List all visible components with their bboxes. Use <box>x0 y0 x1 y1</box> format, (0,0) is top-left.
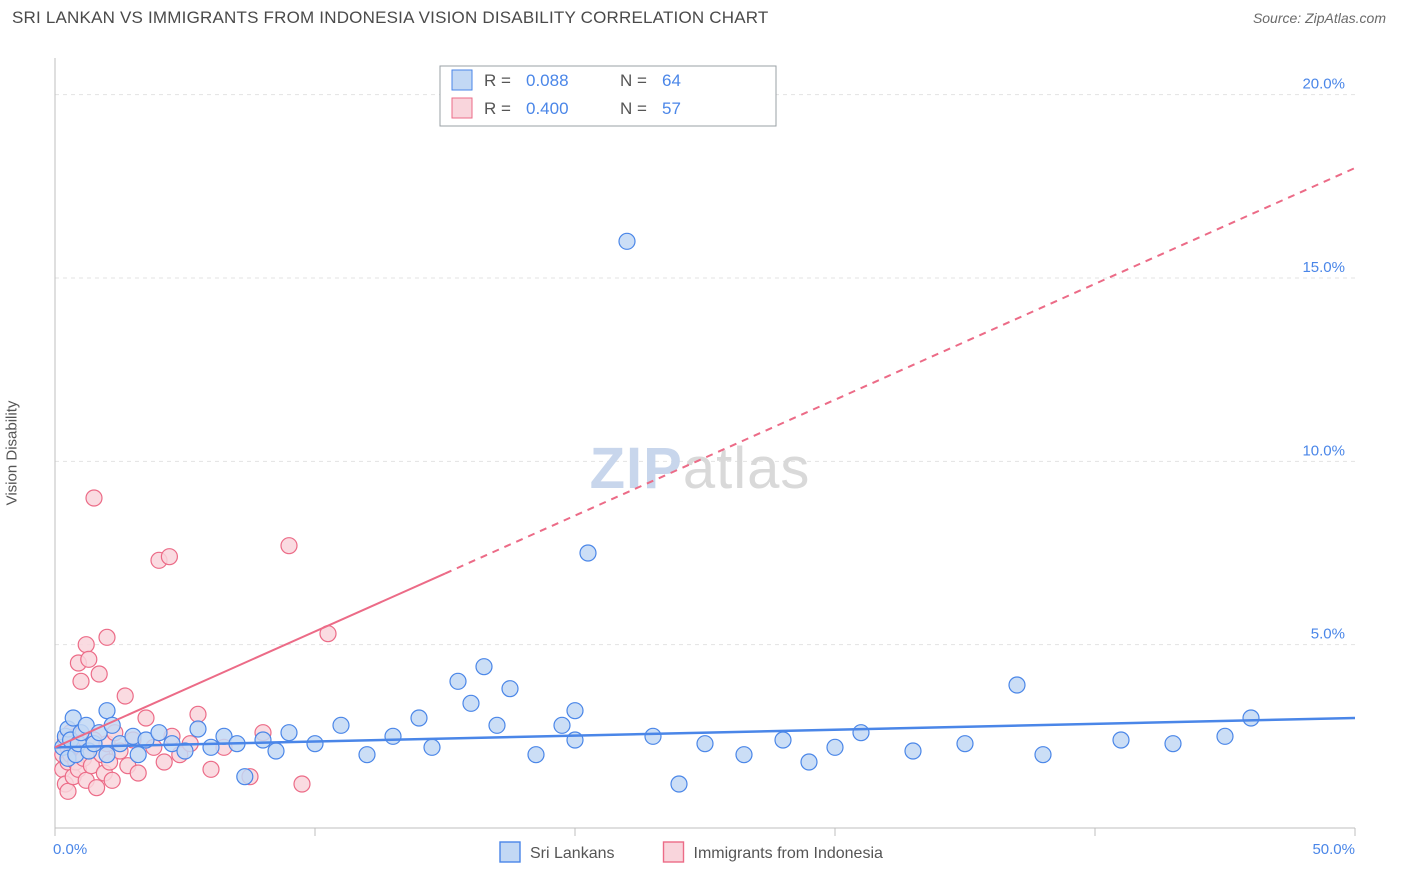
svg-text:15.0%: 15.0% <box>1302 259 1345 276</box>
svg-text:R =: R = <box>484 71 511 90</box>
svg-text:N =: N = <box>620 99 647 118</box>
svg-text:N =: N = <box>620 71 647 90</box>
chart-container: Vision Disability 5.0% 10.0% 15.0% 20.0% 0.0… <box>0 28 1406 878</box>
svg-text:64: 64 <box>662 71 681 90</box>
scatter-chart: 5.0% 10.0% 15.0% 20.0% 0.0% 50.0% ZIPatlas R = 0… <box>0 28 1406 878</box>
svg-text:0.400: 0.400 <box>526 99 569 118</box>
svg-text:0.088: 0.088 <box>526 71 569 90</box>
svg-text:ZIPatlas: ZIPatlas <box>590 436 811 501</box>
svg-text:50.0%: 50.0% <box>1312 841 1355 858</box>
svg-text:20.0%: 20.0% <box>1302 76 1345 93</box>
svg-text:Sri Lankans: Sri Lankans <box>530 845 615 862</box>
svg-text:5.0%: 5.0% <box>1311 626 1345 643</box>
svg-text:10.0%: 10.0% <box>1302 442 1345 459</box>
svg-text:57: 57 <box>662 99 681 118</box>
source-text: Source: ZipAtlas.com <box>1253 10 1386 26</box>
svg-text:0.0%: 0.0% <box>53 841 87 858</box>
svg-text:Immigrants from Indonesia: Immigrants from Indonesia <box>694 845 884 862</box>
y-axis-label: Vision Disability <box>4 401 21 506</box>
chart-title: SRI LANKAN VS IMMIGRANTS FROM INDONESIA … <box>12 8 769 28</box>
svg-text:R =: R = <box>484 99 511 118</box>
